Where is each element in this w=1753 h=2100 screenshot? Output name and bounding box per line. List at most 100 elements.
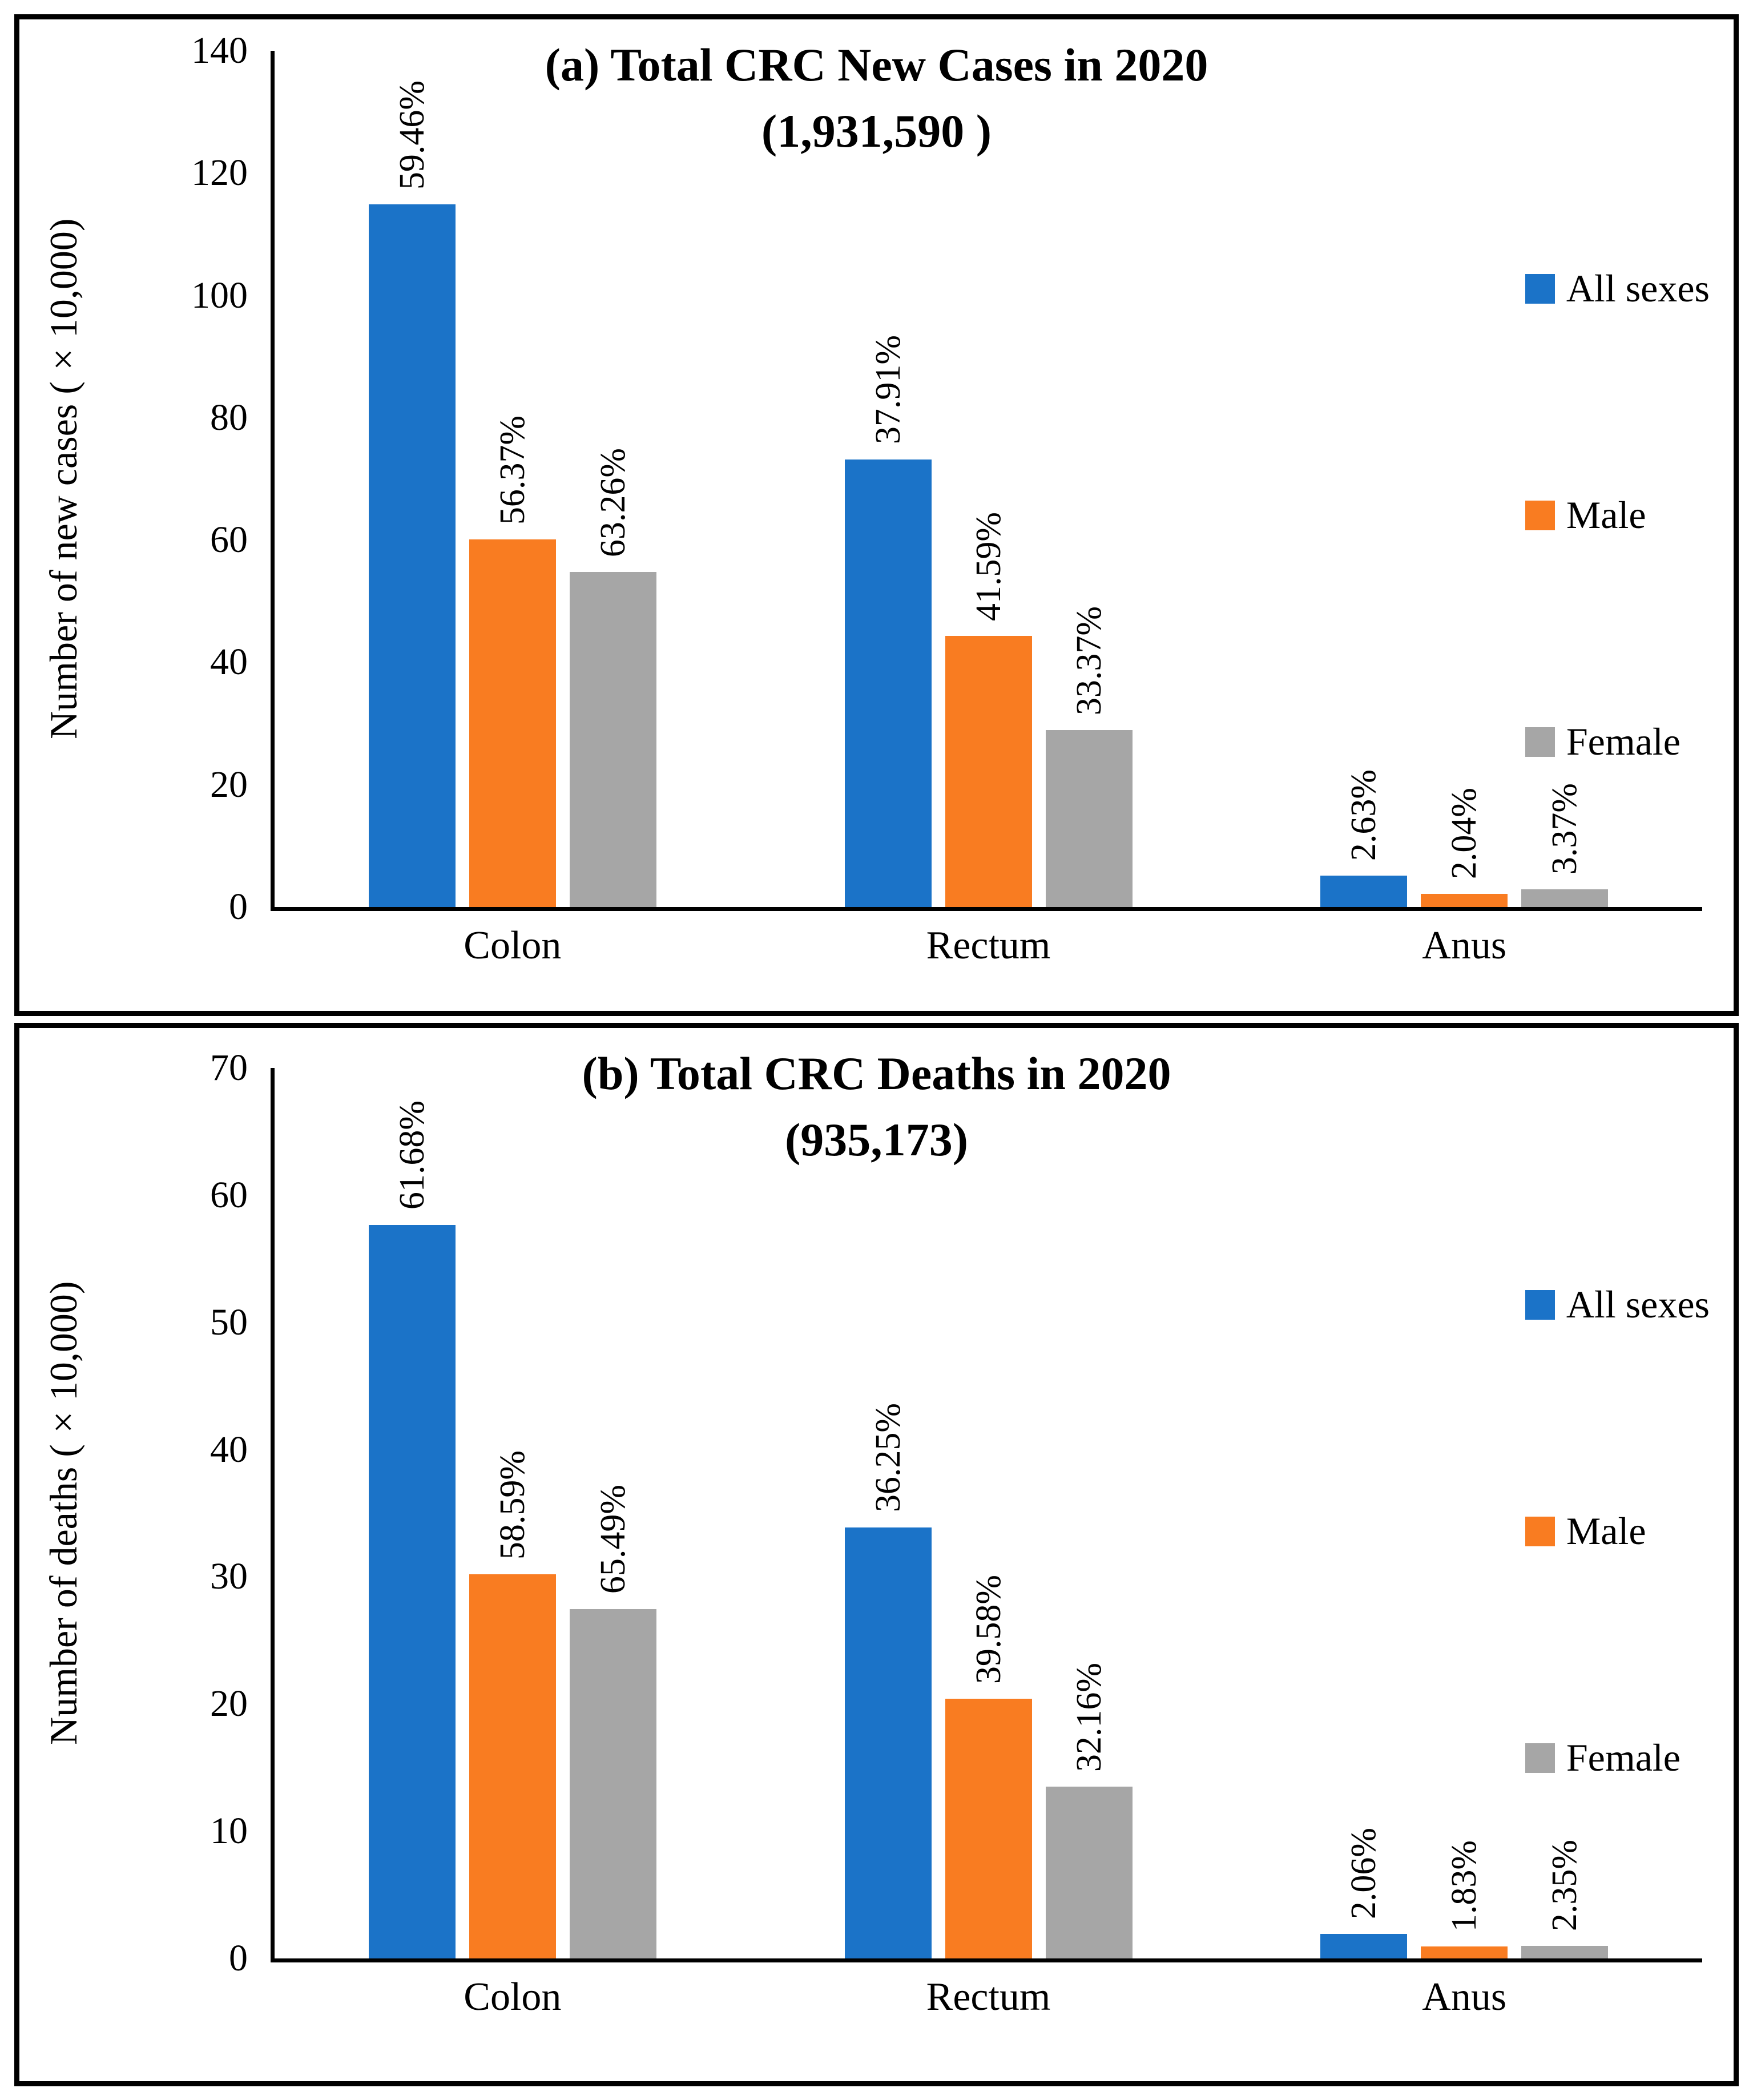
bar-value-label: 2.63% — [1344, 769, 1384, 861]
y-tick-label: 30 — [210, 1555, 248, 1598]
category-group-colon: 59.46% 56.37% 63.26% Colon — [275, 51, 751, 968]
bar-value-label: 56.37% — [493, 416, 532, 525]
bar-female-rectum — [1045, 730, 1133, 907]
x-category-label: Rectum — [926, 1975, 1051, 2019]
bar-cluster: 2.63% 2.04% 3.37% — [1320, 51, 1609, 907]
bar-male-colon — [469, 539, 556, 907]
bar-value-label: 33.37% — [1069, 606, 1109, 716]
legend-label: Female — [1566, 720, 1681, 763]
legend-item-male: Male — [1525, 1509, 1710, 1554]
bar-value-label: 58.59% — [493, 1450, 532, 1559]
bar-female-rectum — [1045, 1787, 1133, 1958]
x-category-label: Colon — [464, 1975, 562, 2019]
bar-female-colon — [569, 1609, 656, 1958]
y-tick-label: 140 — [191, 30, 248, 71]
bar-slot: 1.83% — [1421, 1068, 1508, 1958]
y-ticks: 70 60 50 40 30 20 10 0 — [19, 1049, 248, 1977]
bar-slot: 2.35% — [1521, 1068, 1609, 1958]
bar-value-label: 39.58% — [969, 1575, 1008, 1684]
legend: All sexes Male Female — [1525, 266, 1710, 764]
panel-b-title-line1: (b) Total CRC Deaths in 2020 — [582, 1047, 1171, 1099]
category-group-rectum: 37.91% 41.59% 33.37% Rectum — [751, 51, 1227, 968]
category-group-rectum: 36.25% 39.58% 32.16% Rectum — [751, 1068, 1227, 2019]
legend-label: All sexes — [1566, 267, 1710, 310]
bar-slot: 2.63% — [1320, 51, 1408, 907]
bar-value-label: 2.35% — [1545, 1839, 1585, 1931]
bar-slot: 59.46% — [368, 51, 456, 907]
legend-item-all-sexes: All sexes — [1525, 266, 1710, 311]
bar-female-anus — [1521, 1945, 1609, 1958]
bar-all-sexes-colon — [368, 204, 456, 907]
y-tick-label: 20 — [210, 1683, 248, 1725]
x-category-label: Rectum — [926, 924, 1051, 968]
bar-slot: 41.59% — [945, 51, 1032, 907]
bar-male-rectum — [945, 636, 1032, 907]
bar-slot: 2.04% — [1421, 51, 1508, 907]
y-tick-label: 80 — [210, 396, 248, 438]
legend-label: Male — [1566, 493, 1646, 537]
y-tick-label: 40 — [210, 641, 248, 683]
bar-value-label: 36.25% — [868, 1403, 908, 1513]
bar-male-colon — [469, 1574, 556, 1958]
bar-slot: 56.37% — [469, 51, 556, 907]
bar-all-sexes-anus — [1320, 876, 1408, 907]
y-tick-label: 60 — [210, 519, 248, 561]
panel-b-title-line2: (935,173) — [784, 1114, 969, 1166]
bar-male-anus — [1421, 1946, 1508, 1958]
bar-slot: 58.59% — [469, 1068, 556, 1958]
y-tick-label: 100 — [191, 274, 248, 316]
legend-swatch-icon — [1525, 1743, 1555, 1773]
legend-label: Male — [1566, 1509, 1646, 1553]
category-group-anus: 2.63% 2.04% 3.37% Anus — [1226, 51, 1702, 968]
panel-a-title: (a) Total CRC New Cases in 2020 (1,931,5… — [545, 32, 1208, 165]
bar-value-label: 41.59% — [969, 511, 1008, 622]
bar-slot: 36.25% — [844, 1068, 932, 1958]
legend-item-female: Female — [1525, 1735, 1710, 1780]
bar-cluster: 36.25% 39.58% 32.16% — [844, 1068, 1133, 1958]
bar-value-label: 59.46% — [392, 80, 432, 190]
plot-area: 61.68% 58.59% 65.49% Colon 36.25% 39.58% 32.16… — [271, 1068, 1702, 2019]
bar-value-label: 2.04% — [1445, 787, 1484, 879]
bar-slot: 33.37% — [1045, 51, 1133, 907]
y-tick-label: 120 — [191, 152, 248, 194]
category-group-anus: 2.06% 1.83% 2.35% Anus — [1226, 1068, 1702, 2019]
legend: All sexes Male Female — [1525, 1282, 1710, 1780]
plot-groups: 61.68% 58.59% 65.49% Colon 36.25% 39.58% 32.16… — [275, 1068, 1702, 2019]
y-ticks: 140 120 100 80 60 40 20 0 — [19, 32, 248, 926]
legend-swatch-icon — [1525, 273, 1555, 304]
bar-all-sexes-rectum — [844, 1527, 932, 1958]
y-tick-label: 0 — [229, 1937, 248, 1979]
panel-b-title: (b) Total CRC Deaths in 2020 (935,173) — [582, 1041, 1171, 1174]
x-category-label: Colon — [464, 924, 562, 968]
bar-value-label: 37.91% — [868, 335, 908, 445]
panel-a-new-cases: (a) Total CRC New Cases in 2020 (1,931,5… — [14, 14, 1739, 1016]
bar-all-sexes-colon — [368, 1224, 456, 1958]
bar-all-sexes-anus — [1320, 1934, 1408, 1958]
bar-value-label: 2.06% — [1344, 1827, 1384, 1919]
bar-slot: 63.26% — [569, 51, 656, 907]
bar-cluster: 2.06% 1.83% 2.35% — [1320, 1068, 1609, 1958]
y-tick-label: 70 — [210, 1047, 248, 1089]
panel-b-deaths: (b) Total CRC Deaths in 2020 (935,173) N… — [14, 1023, 1739, 2086]
bar-male-anus — [1421, 893, 1508, 907]
legend-item-all-sexes: All sexes — [1525, 1282, 1710, 1327]
y-tick-label: 0 — [229, 885, 248, 928]
bar-value-label: 61.68% — [392, 1101, 432, 1210]
legend-label: All sexes — [1566, 1283, 1710, 1326]
x-category-label: Anus — [1422, 924, 1507, 968]
bar-slot: 65.49% — [569, 1068, 656, 1958]
legend-swatch-icon — [1525, 727, 1555, 757]
category-group-colon: 61.68% 58.59% 65.49% Colon — [275, 1068, 751, 2019]
panel-a-title-line1: (a) Total CRC New Cases in 2020 — [545, 39, 1208, 91]
bar-slot: 39.58% — [945, 1068, 1032, 1958]
bar-female-colon — [569, 572, 656, 907]
y-tick-label: 10 — [210, 1810, 248, 1852]
bar-cluster: 37.91% 41.59% 33.37% — [844, 51, 1133, 907]
bar-cluster: 59.46% 56.37% 63.26% — [368, 51, 656, 907]
legend-swatch-icon — [1525, 500, 1555, 530]
bar-value-label: 3.37% — [1545, 783, 1585, 874]
bar-value-label: 63.26% — [593, 448, 632, 558]
bar-cluster: 61.68% 58.59% 65.49% — [368, 1068, 656, 1958]
bar-value-label: 65.49% — [593, 1485, 632, 1594]
